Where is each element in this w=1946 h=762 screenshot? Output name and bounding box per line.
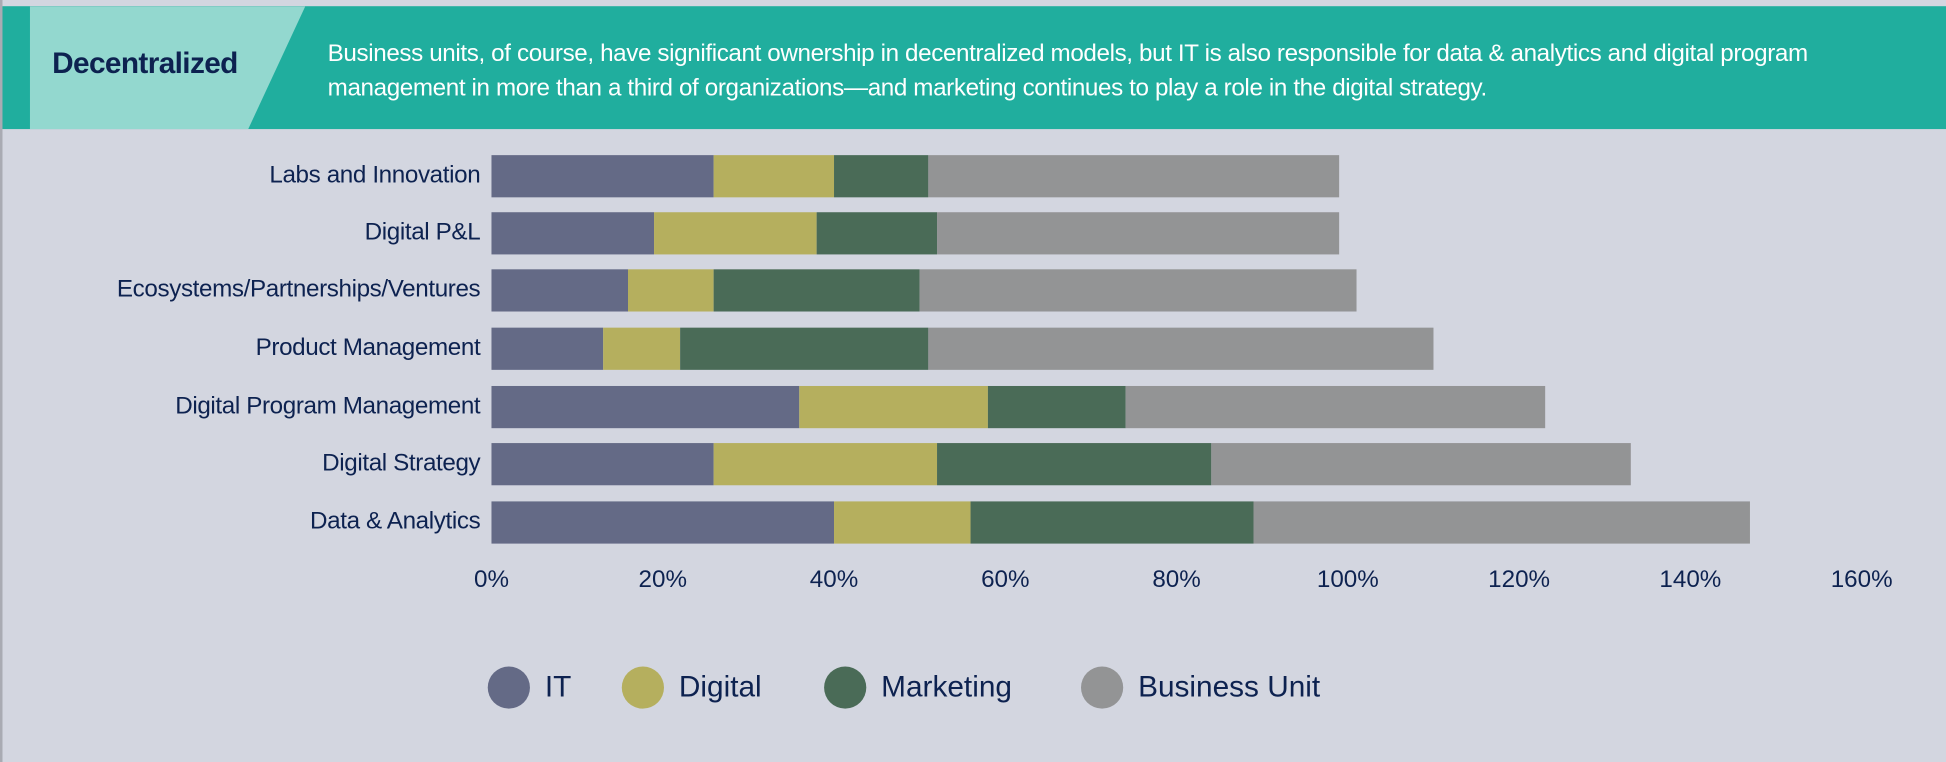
bar-digital — [628, 269, 715, 312]
bar-it — [491, 327, 603, 370]
bar-marketing — [988, 385, 1126, 429]
bar-business-unit — [1210, 443, 1631, 486]
legend-label: Digital — [678, 670, 762, 704]
bar-digital — [654, 212, 817, 255]
bar-it — [491, 385, 800, 429]
bar-digital — [602, 327, 680, 370]
bar-it — [491, 443, 715, 486]
bar-business-unit — [1125, 385, 1545, 429]
category-label: Ecosystems/Partnerships/Ventures — [116, 275, 481, 303]
x-tick-label: 140% — [1659, 565, 1722, 594]
category-label: Data & Analytics — [310, 507, 481, 535]
bar-marketing — [971, 501, 1254, 544]
category-label: Product Management — [255, 333, 481, 362]
header-banner: Decentralized Business units, of course,… — [2, 6, 1946, 130]
legend-label: Business Unit — [1138, 670, 1321, 704]
x-tick-label: 20% — [638, 565, 687, 594]
legend-swatch — [824, 666, 867, 709]
bar-business-unit — [936, 212, 1340, 255]
category-label: Digital P&L — [364, 218, 481, 246]
x-tick-label: 40% — [809, 565, 859, 594]
x-tick-label: 0% — [473, 565, 509, 594]
legend-item: Digital — [621, 666, 762, 709]
bar-marketing — [816, 212, 937, 255]
x-tick-label: 160% — [1830, 565, 1893, 594]
legend-item: Business Unit — [1080, 666, 1321, 709]
bar-it — [491, 155, 715, 198]
bar-marketing — [714, 269, 920, 312]
bar-marketing — [834, 155, 929, 198]
category-label: Digital Strategy — [322, 449, 481, 477]
category-label: Labs and Innovation — [269, 161, 481, 189]
x-tick-label: 60% — [981, 565, 1030, 594]
bar-it — [491, 269, 629, 312]
legend-label: IT — [544, 670, 572, 704]
bar-digital — [799, 385, 989, 429]
legend-swatch — [621, 666, 664, 709]
bar-it — [491, 212, 655, 255]
legend-item: Marketing — [824, 666, 1012, 709]
description: Business units, of course, have signific… — [327, 39, 1809, 102]
bar-digital — [714, 155, 834, 198]
bar-marketing — [679, 327, 929, 370]
bar-business-unit — [919, 269, 1357, 312]
bar-digital — [714, 443, 937, 486]
bar-business-unit — [928, 155, 1340, 198]
x-tick-label: 100% — [1316, 565, 1379, 594]
bar-business-unit — [928, 327, 1434, 370]
legend-swatch — [487, 666, 530, 709]
legend-label: Marketing — [881, 670, 1012, 704]
x-tick-label: 80% — [1152, 565, 1201, 594]
bar-business-unit — [1253, 501, 1751, 544]
model-tag: Decentralized — [52, 47, 238, 81]
legend-swatch — [1080, 666, 1124, 709]
legend-item: IT — [487, 666, 572, 709]
bar-digital — [834, 501, 972, 544]
x-tick-label: 120% — [1488, 565, 1551, 594]
bar-marketing — [936, 443, 1211, 486]
category-label: Digital Program Management — [175, 392, 481, 420]
bar-it — [491, 501, 835, 544]
